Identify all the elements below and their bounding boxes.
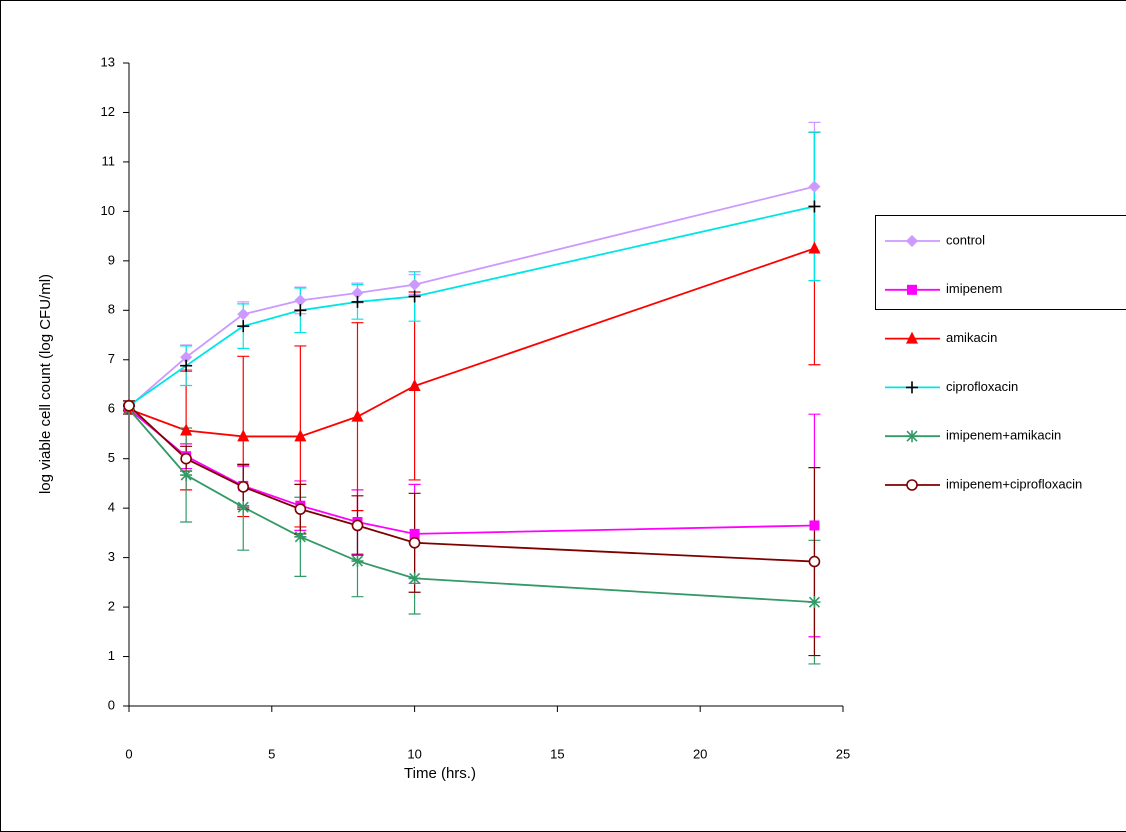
- y-tick-label: 6: [108, 401, 115, 416]
- y-tick-label: 4: [108, 500, 115, 515]
- y-axis-label: log viable cell count (log CFU/ml): [37, 274, 54, 494]
- x-tick-label: 15: [550, 746, 564, 761]
- data-point: [238, 482, 248, 492]
- data-point: [409, 572, 421, 584]
- data-point: [237, 501, 249, 513]
- y-tick-label: 0: [108, 697, 115, 712]
- page: Time (hrs.) log viable cell count (log C…: [0, 0, 1126, 832]
- data-point: [181, 454, 191, 464]
- y-tick-label: 12: [101, 104, 115, 119]
- legend-label: imipenem+amikacin: [946, 428, 1061, 443]
- y-tick-label: 13: [101, 54, 115, 69]
- legend-label: imipenem+ciprofloxacin: [946, 476, 1082, 491]
- legend-marker: [906, 430, 918, 442]
- x-tick-label: 20: [693, 746, 707, 761]
- legend-label: ciprofloxacin: [946, 379, 1018, 394]
- y-tick-label: 2: [108, 599, 115, 614]
- chart-frame: [1, 1, 1126, 832]
- legend-label: amikacin: [946, 330, 997, 345]
- data-point: [410, 538, 420, 548]
- x-tick-label: 5: [268, 746, 275, 761]
- data-point: [294, 531, 306, 543]
- x-axis-label: Time (hrs.): [404, 765, 476, 782]
- data-point: [808, 596, 820, 608]
- y-tick-label: 11: [102, 153, 116, 168]
- x-tick-label: 10: [407, 746, 421, 761]
- x-tick-label: 0: [125, 746, 132, 761]
- y-tick-label: 7: [108, 351, 115, 366]
- legend-marker: [907, 285, 917, 295]
- legend-marker: [907, 480, 917, 490]
- y-tick-label: 9: [108, 252, 115, 267]
- legend-label: control: [946, 232, 985, 247]
- data-point: [351, 555, 363, 567]
- y-tick-label: 1: [108, 648, 115, 663]
- data-point: [295, 504, 305, 514]
- legend-label: imipenem: [946, 281, 1002, 296]
- data-point: [809, 557, 819, 567]
- y-tick-label: 10: [101, 203, 115, 218]
- data-point: [352, 520, 362, 530]
- data-point: [124, 401, 134, 411]
- data-point: [809, 520, 819, 530]
- y-tick-label: 8: [108, 302, 115, 317]
- data-point: [180, 469, 192, 481]
- y-tick-label: 5: [108, 450, 115, 465]
- chart: Time (hrs.) log viable cell count (log C…: [0, 0, 1126, 832]
- y-tick-label: 3: [108, 549, 115, 564]
- x-tick-label: 25: [836, 746, 850, 761]
